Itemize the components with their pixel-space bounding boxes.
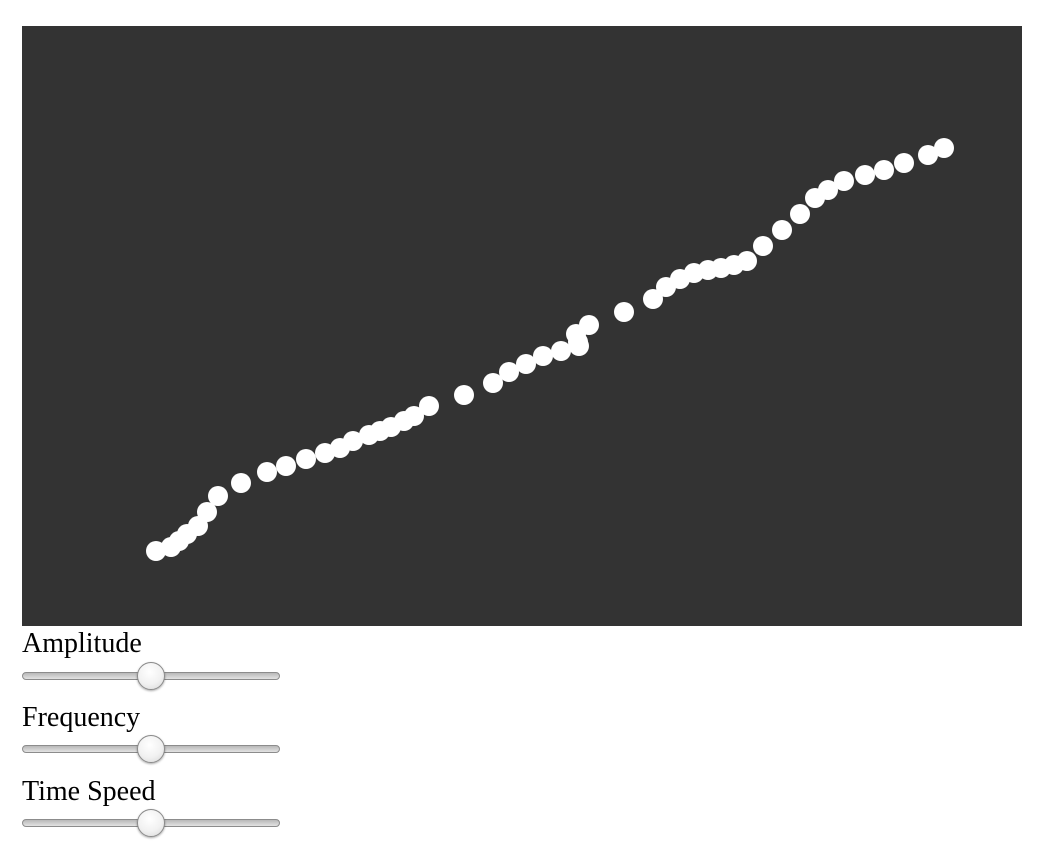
wave-dot-49	[934, 138, 954, 158]
wave-dot-25	[551, 341, 571, 361]
animation-canvas	[22, 26, 1022, 626]
wave-dot-41	[790, 204, 810, 224]
wave-dot-6	[208, 486, 228, 506]
wave-dot-9	[276, 456, 296, 476]
wave-dot-46	[874, 160, 894, 180]
wave-dot-13	[343, 431, 363, 451]
wave-dot-44	[834, 171, 854, 191]
wave-dot-48	[918, 145, 938, 165]
time-speed-label: Time Speed	[22, 776, 156, 807]
wave-dot-7	[231, 473, 251, 493]
wave-dot-40	[772, 220, 792, 240]
wave-dot-0	[146, 541, 166, 561]
wave-dot-24	[533, 346, 553, 366]
frequency-slider[interactable]	[22, 735, 280, 765]
time-speed-slider[interactable]	[22, 809, 280, 839]
wave-dot-5	[197, 502, 217, 522]
wave-dot-29	[579, 315, 599, 335]
wave-dot-20	[454, 385, 474, 405]
wave-dot-39	[753, 236, 773, 256]
amplitude-label: Amplitude	[22, 628, 142, 659]
wave-dot-18	[404, 406, 424, 426]
wave-dot-10	[296, 449, 316, 469]
wave-dot-38	[737, 251, 757, 271]
frequency-slider-thumb[interactable]	[137, 735, 165, 763]
amplitude-slider-thumb[interactable]	[137, 662, 165, 690]
wave-dot-30	[614, 302, 634, 322]
wave-dot-8	[257, 462, 277, 482]
wave-dot-21	[483, 373, 503, 393]
wave-dots-plot	[146, 138, 954, 561]
amplitude-slider[interactable]	[22, 662, 280, 692]
wave-dot-45	[855, 165, 875, 185]
frequency-label: Frequency	[22, 702, 141, 733]
wave-dot-31	[643, 289, 663, 309]
wave-dot-43	[818, 180, 838, 200]
time-speed-slider-thumb[interactable]	[137, 809, 165, 837]
wave-dot-22	[499, 362, 519, 382]
wave-dot-47	[894, 153, 914, 173]
wave-dot-23	[516, 354, 536, 374]
wave-dot-19	[419, 396, 439, 416]
